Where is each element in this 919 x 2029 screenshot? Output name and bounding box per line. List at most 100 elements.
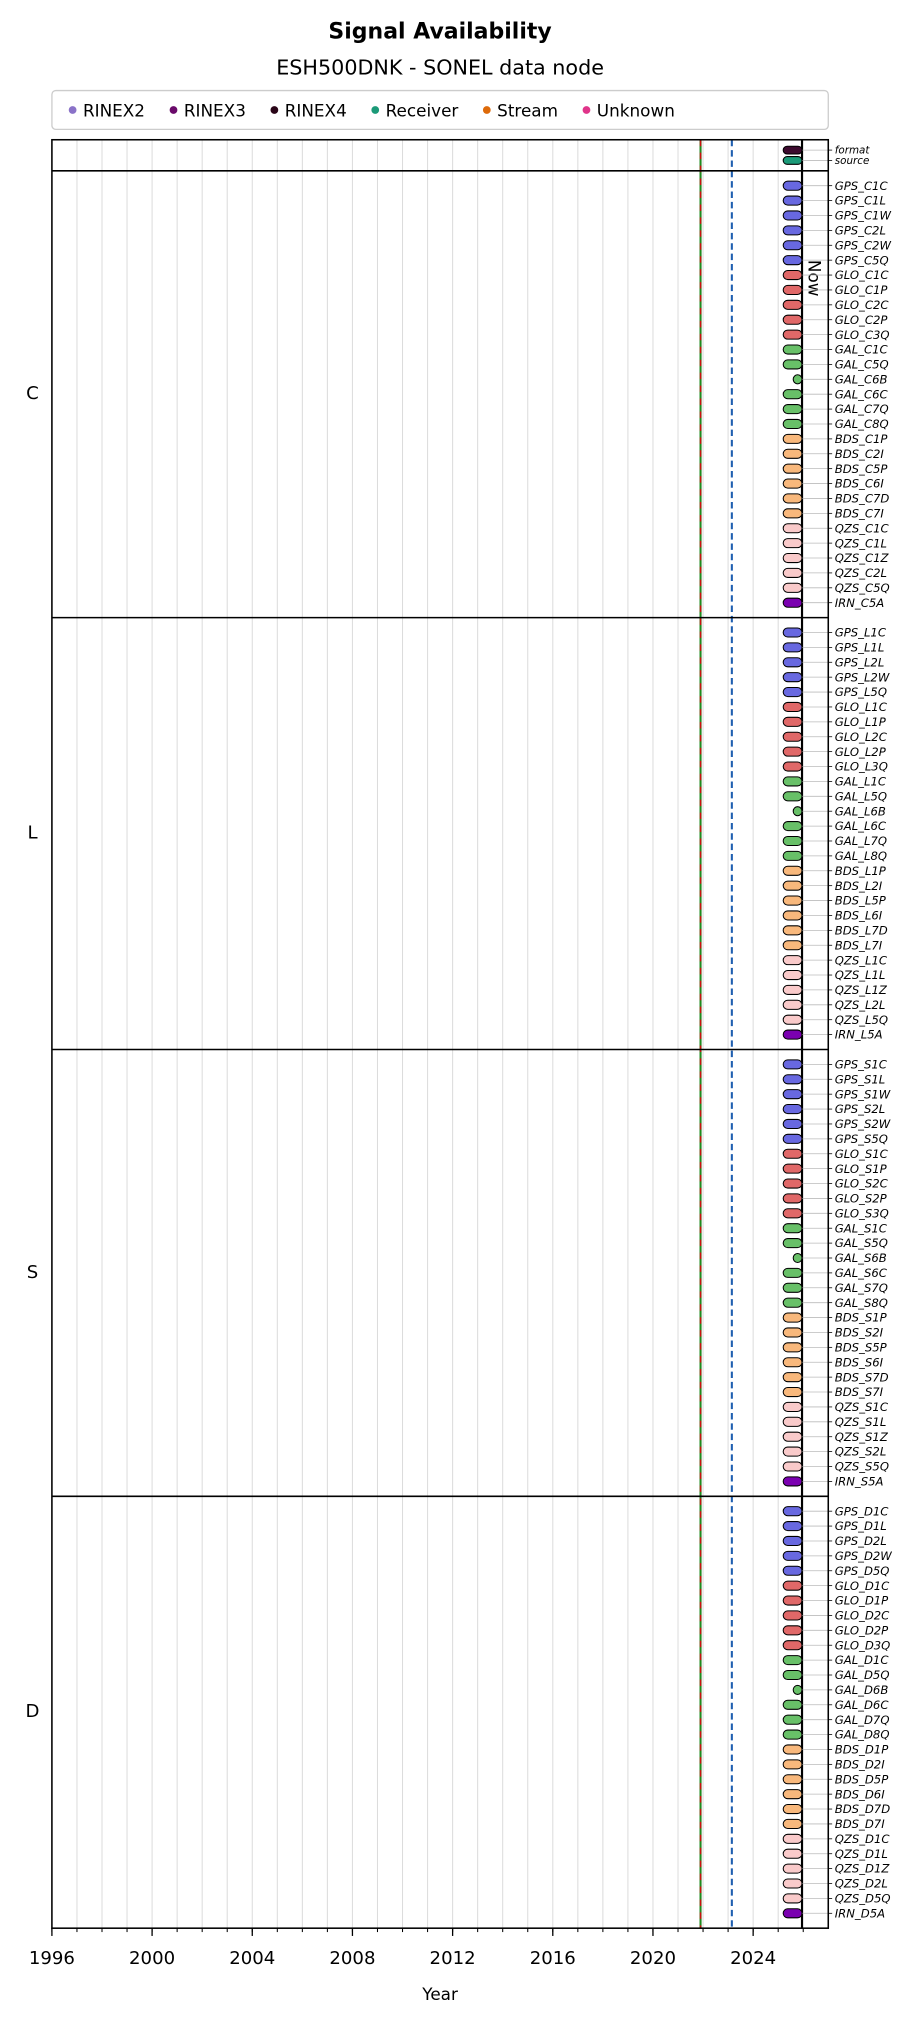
signal-label: BDS_S1P — [835, 1311, 887, 1325]
availability-bar — [782, 865, 803, 876]
availability-bar — [782, 1893, 803, 1904]
availability-bar — [782, 1550, 803, 1561]
signal-label: BDS_S7D — [835, 1370, 889, 1384]
legend-label: RINEX2 — [83, 100, 145, 120]
signal-label: GLO_S2P — [835, 1192, 887, 1206]
availability-bar — [782, 552, 803, 564]
availability-bar — [782, 1059, 803, 1070]
availability-bar — [782, 240, 803, 251]
availability-bar — [782, 1506, 803, 1517]
availability-bar — [782, 642, 803, 653]
availability-bar — [782, 1401, 803, 1412]
signal-label: QZS_D1Z — [835, 1862, 891, 1876]
signal-label: QZS_S1C — [835, 1400, 889, 1414]
signal-label: IRN_L5A — [835, 1028, 883, 1042]
availability-bar — [782, 1774, 803, 1785]
availability-bar — [782, 1565, 803, 1576]
availability-bar — [782, 210, 803, 221]
availability-bar — [782, 880, 803, 891]
signal-label: GLO_D2P — [835, 1623, 888, 1637]
availability-bar — [782, 1476, 803, 1487]
panel-label: S — [27, 1262, 39, 1283]
signal-label: BDS_L1P — [835, 864, 886, 878]
x-axis-label: Year — [421, 1984, 458, 2004]
availability-bar — [782, 1535, 803, 1547]
signal-label: BDS_C1P — [835, 432, 888, 446]
availability-bar — [782, 1789, 803, 1800]
signal-label: BDS_L7I — [835, 938, 883, 952]
signal-label: GPS_L1C — [835, 626, 887, 640]
legend-marker — [371, 106, 380, 114]
signal-label: GAL_D8Q — [835, 1728, 890, 1742]
signal-label: BDS_S5P — [835, 1341, 887, 1355]
availability-bar — [782, 145, 803, 155]
signal-label: GPS_C1W — [835, 209, 892, 223]
signal-label: GPS_C2L — [835, 224, 886, 238]
x-tick-label: 2004 — [229, 1948, 275, 1969]
availability-bar — [782, 1580, 803, 1591]
availability-bar — [782, 999, 803, 1010]
signal-label: BDS_S2I — [835, 1326, 884, 1340]
availability-bar — [782, 255, 803, 266]
availability-bar — [782, 1163, 803, 1174]
signal-label: GLO_S1P — [835, 1162, 887, 1176]
availability-bar — [782, 1297, 803, 1308]
availability-bar — [782, 1744, 803, 1755]
availability-bar — [782, 314, 803, 325]
signal-label: QZS_C1Z — [835, 551, 890, 565]
availability-bar — [782, 940, 803, 951]
signal-label: GPS_S1C — [835, 1058, 888, 1072]
availability-bar — [792, 1252, 803, 1264]
signal-label: GPS_L5Q — [835, 685, 887, 699]
signal-label: BDS_S7I — [835, 1385, 884, 1399]
availability-bar — [782, 1327, 803, 1338]
signal-label: GPS_C1C — [835, 179, 889, 193]
signal-label: GPS_S2L — [835, 1102, 885, 1116]
availability-bar — [782, 156, 803, 165]
availability-bar — [782, 1089, 803, 1100]
signal-label: GAL_C6C — [835, 387, 889, 401]
availability-bar — [782, 344, 803, 355]
signal-label: GAL_S7Q — [835, 1281, 888, 1295]
signal-label: GPS_D2W — [835, 1549, 893, 1563]
x-tick-label: 2008 — [329, 1948, 375, 1969]
signal-label: GAL_C1C — [835, 343, 889, 357]
signal-label: GPS_S1L — [835, 1072, 885, 1086]
availability-bar — [782, 1312, 803, 1323]
legend: RINEX2 RINEX3 RINEX4 Receiver Stream Unknown — [51, 89, 829, 131]
signal-label: GLO_D1C — [835, 1579, 890, 1593]
plot-frame — [51, 138, 830, 1929]
availability-bar — [782, 225, 803, 236]
signal-label: GAL_C6B — [835, 372, 888, 386]
availability-bar — [782, 1282, 803, 1293]
availability-bar — [782, 984, 803, 995]
x-tick-label: 2024 — [730, 1948, 776, 1969]
availability-bar — [792, 1684, 803, 1695]
chart-subtitle: ESH500DNK - SONEL data node — [276, 56, 604, 80]
availability-bar — [782, 627, 803, 638]
signal-label: IRN_C5A — [835, 596, 885, 610]
x-tick-label: 2016 — [530, 1948, 576, 1969]
signal-label: GAL_L1C — [835, 775, 887, 789]
signal-label: QZS_C2L — [835, 566, 887, 580]
availability-bar — [782, 1848, 803, 1859]
availability-bar — [782, 1863, 803, 1874]
signal-label: GAL_C5Q — [835, 358, 889, 372]
signal-label: GAL_L6B — [835, 804, 886, 818]
availability-bar — [782, 716, 803, 727]
signal-label: GPS_C5Q — [835, 253, 889, 267]
availability-bar — [782, 493, 803, 504]
signal-label: QZS_S1Z — [835, 1430, 889, 1444]
signal-label: GLO_D1P — [835, 1594, 888, 1608]
signal-label: GAL_L7Q — [835, 834, 887, 848]
availability-bar — [782, 1908, 803, 1919]
availability-bar — [782, 195, 803, 206]
availability-bar — [782, 687, 803, 698]
signal-label: format — [835, 145, 871, 157]
availability-bar — [782, 478, 803, 489]
signal-label: QZS_L1C — [835, 953, 888, 967]
availability-bar — [782, 180, 803, 191]
signal-label: QZS_L1L — [835, 968, 886, 982]
availability-bar — [782, 955, 803, 966]
